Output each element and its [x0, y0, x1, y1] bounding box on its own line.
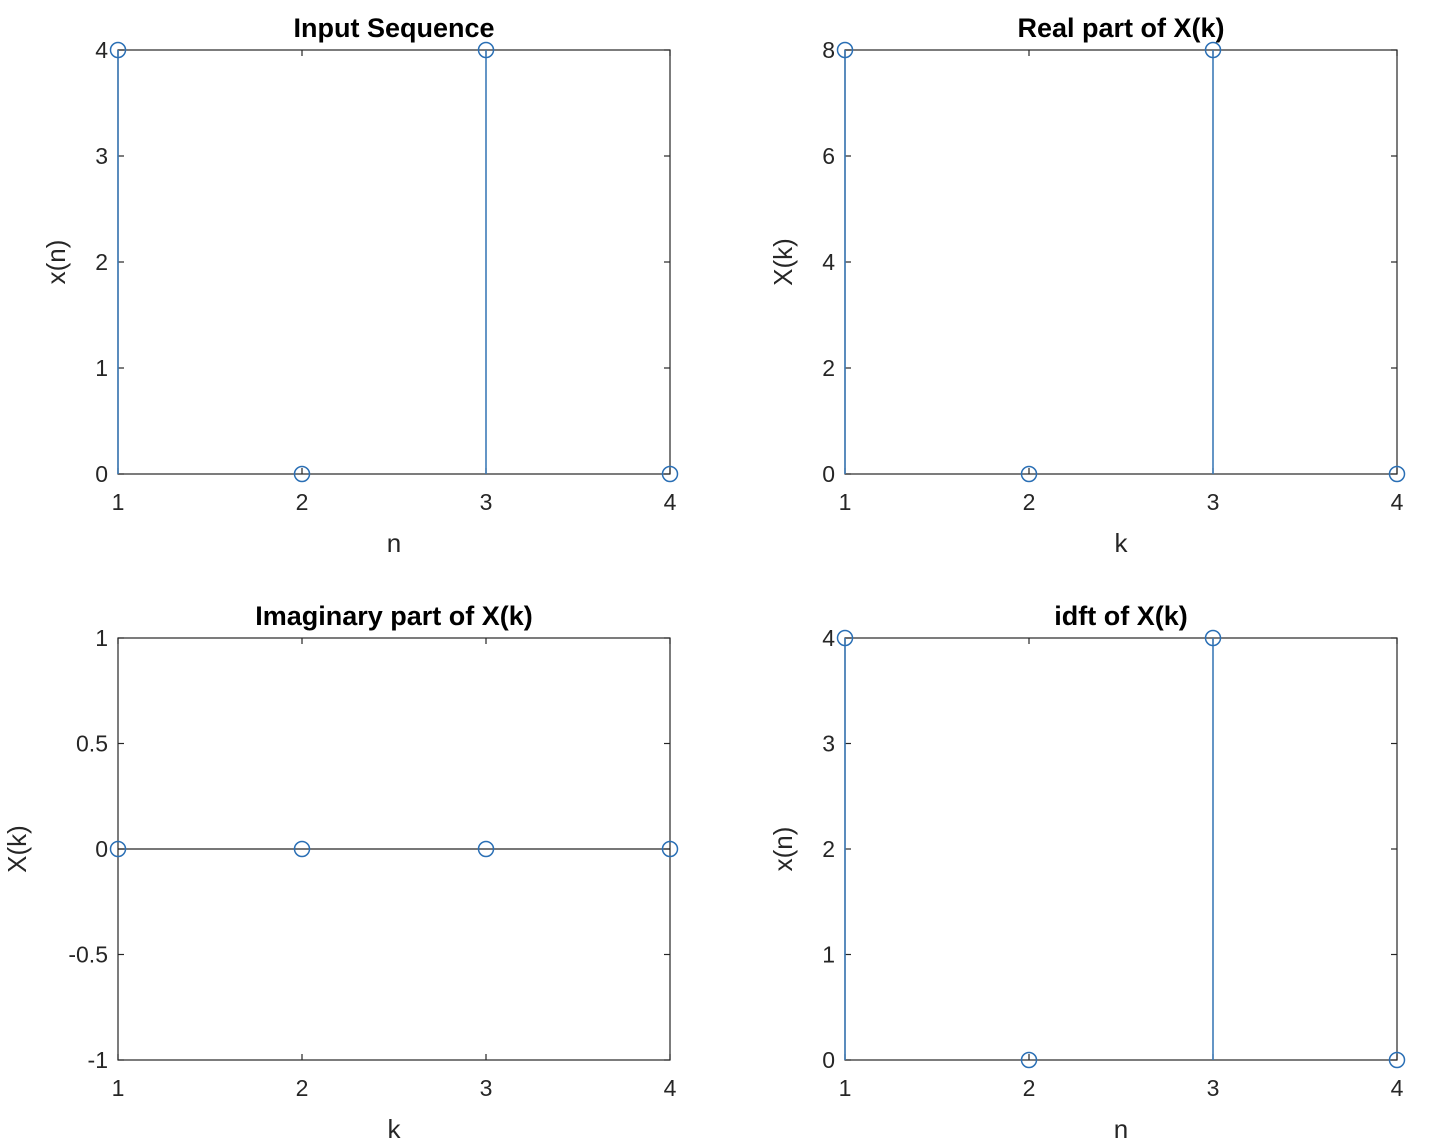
x-tick-label: 1	[839, 1075, 852, 1101]
subplot-2: 1 2 3 4 0 2 4 6 8 Real part of X(k) k X(k)	[768, 13, 1406, 558]
y-tick-label: 0	[95, 836, 108, 862]
x-tick-label: 1	[112, 1075, 125, 1101]
axes-box	[844, 637, 1398, 1061]
axes-box	[844, 49, 1398, 475]
x-tick-label: 2	[296, 1075, 309, 1101]
axes-box	[117, 49, 671, 475]
chart-title: Imaginary part of X(k)	[255, 601, 533, 631]
stem-marker	[661, 840, 679, 858]
stem-marker	[661, 465, 679, 483]
stem-marker	[1204, 41, 1222, 59]
y-tick-label: 2	[822, 836, 835, 862]
stem-marker	[1020, 465, 1038, 483]
stem-marker	[293, 465, 311, 483]
x-tick-label: 1	[839, 489, 852, 515]
x-tick-label: 3	[480, 489, 493, 515]
stem-marker	[1388, 465, 1406, 483]
y-axis-label: x(n)	[41, 240, 71, 285]
y-axis-label: X(k)	[768, 238, 798, 286]
stem-marker	[836, 41, 854, 59]
y-tick-label: 2	[95, 249, 108, 275]
x-axis-label: k	[1115, 528, 1129, 558]
x-tick-label: 4	[664, 489, 677, 515]
y-tick-label: 1	[822, 942, 835, 968]
stem-marker	[1388, 1051, 1406, 1069]
x-axis-label: n	[387, 528, 401, 558]
y-tick-label: 4	[822, 625, 835, 651]
y-tick-label: 4	[95, 37, 108, 63]
y-tick-label: 0.5	[76, 731, 108, 757]
x-tick-label: 1	[112, 489, 125, 515]
chart-title: idft of X(k)	[1054, 601, 1187, 631]
stem-marker	[293, 840, 311, 858]
y-axis-label: x(n)	[768, 827, 798, 872]
y-tick-label: 1	[95, 355, 108, 381]
x-axis-label: k	[388, 1114, 402, 1144]
y-tick-label: 0	[822, 461, 835, 487]
y-tick-label: 8	[822, 37, 835, 63]
x-tick-label: 2	[296, 489, 309, 515]
y-tick-label: 3	[95, 143, 108, 169]
chart-title: Real part of X(k)	[1017, 13, 1224, 43]
stem-marker	[1204, 629, 1222, 647]
x-tick-label: 3	[1207, 489, 1220, 515]
x-tick-label: 4	[664, 1075, 677, 1101]
stem-marker	[477, 41, 495, 59]
stem-marker	[109, 41, 127, 59]
stem-marker	[1020, 1051, 1038, 1069]
stem-marker	[109, 840, 127, 858]
x-tick-label: 2	[1023, 1075, 1036, 1101]
x-tick-label: 4	[1391, 1075, 1404, 1101]
x-tick-label: 3	[1207, 1075, 1220, 1101]
y-tick-label: 3	[822, 731, 835, 757]
x-axis-label: n	[1114, 1114, 1128, 1144]
y-tick-label: -0.5	[68, 942, 108, 968]
subplot-3: 1 2 3 4 -1 -0.5 0 0.5 1 Imaginary part of X(k) k X(…	[2, 601, 679, 1144]
y-tick-label: 2	[822, 355, 835, 381]
y-tick-label: 0	[95, 461, 108, 487]
y-tick-label: 4	[822, 249, 835, 275]
x-tick-label: 2	[1023, 489, 1036, 515]
stem-marker	[836, 629, 854, 647]
y-tick-label: -1	[88, 1047, 108, 1073]
chart-title: Input Sequence	[293, 13, 494, 43]
y-tick-label: 0	[822, 1047, 835, 1073]
stem-marker	[477, 840, 495, 858]
x-tick-label: 3	[480, 1075, 493, 1101]
x-tick-label: 4	[1391, 489, 1404, 515]
y-axis-label: X(k)	[2, 825, 32, 873]
y-tick-label: 1	[95, 625, 108, 651]
y-tick-label: 6	[822, 143, 835, 169]
